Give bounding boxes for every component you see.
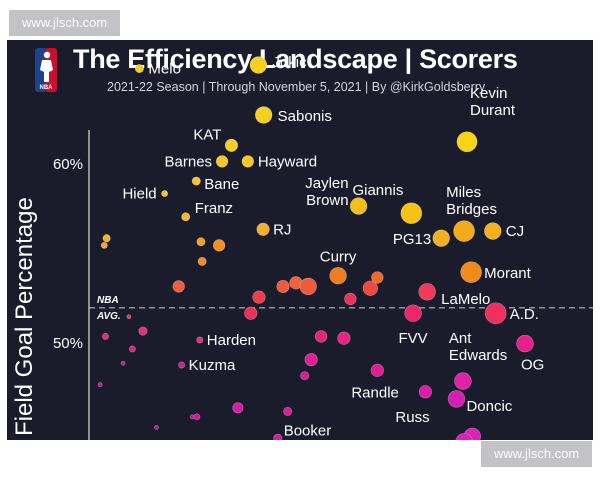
point-label: PG13 (393, 231, 431, 248)
data-point (349, 197, 368, 215)
point-label: FVV (399, 330, 428, 347)
data-point (484, 302, 507, 325)
point-label: Harden (207, 332, 256, 349)
chart-subtitle: 2021-22 Season | Through November 5, 202… (107, 80, 486, 94)
data-point (224, 138, 239, 152)
data-point (178, 361, 186, 369)
point-label: LaMelo (441, 291, 490, 308)
data-point (249, 56, 268, 74)
point-label: Kuzma (189, 357, 236, 374)
watermark-top: www.jlsch.com (9, 10, 121, 36)
data-point (273, 433, 283, 440)
point-label: Jaylen Brown (305, 175, 348, 209)
point-label: Bane (204, 176, 239, 193)
data-point (329, 267, 347, 285)
data-point (484, 222, 502, 240)
data-point (516, 334, 534, 353)
point-label: CJ (506, 223, 524, 240)
data-point (370, 363, 384, 377)
data-point (455, 433, 473, 440)
point-label: Franz (195, 200, 233, 217)
point-label: Kevin Durant (470, 85, 516, 119)
point-label: Randle (351, 384, 399, 401)
data-point (447, 390, 466, 408)
point-label: Ant Edwards (449, 330, 507, 364)
data-point (191, 176, 201, 186)
data-point (404, 304, 422, 322)
data-point (432, 229, 450, 247)
data-point (454, 372, 472, 390)
data-point (172, 280, 185, 293)
data-point (300, 371, 310, 381)
data-point (161, 190, 169, 198)
point-label: Booker (284, 422, 332, 439)
data-point (212, 239, 226, 252)
point-label: Morant (484, 265, 532, 282)
data-point (128, 345, 136, 353)
point-label: Russ (395, 409, 429, 426)
y-tick-label: 50% (53, 335, 83, 352)
point-label: Doncic (466, 398, 512, 415)
point-label: A.D. (510, 306, 539, 323)
data-point (134, 64, 144, 74)
data-point (193, 413, 201, 421)
nba-avg-label: AVG. (96, 311, 121, 322)
point-label: RJ (273, 221, 291, 238)
data-point (456, 131, 478, 153)
scatter-plot: 60% 50% NBA AVG. Melo Jokic Sabonis KAT Barnes Ha… (53, 54, 593, 440)
chart-title: The Efficiency Landscape | Scorers (73, 44, 518, 74)
data-point (196, 336, 204, 344)
data-point (299, 277, 317, 296)
nba-logo: NBA (35, 48, 57, 92)
point-label: Sabonis (278, 108, 332, 125)
data-point (215, 155, 229, 168)
data-point (232, 402, 244, 414)
nba-logo-text: NBA (40, 85, 54, 91)
data-point (453, 220, 475, 242)
data-point (244, 306, 258, 320)
point-label: OG (521, 357, 544, 374)
data-point (181, 212, 191, 222)
point-label: Giannis (352, 182, 403, 199)
data-point (337, 331, 351, 345)
data-point (283, 406, 293, 416)
data-point (138, 326, 148, 336)
data-point (254, 106, 273, 124)
data-point (362, 280, 378, 296)
data-point (100, 241, 108, 249)
data-point (120, 360, 126, 366)
data-point (400, 202, 423, 225)
point-label: KAT (193, 126, 221, 143)
point-label: Melo (148, 61, 181, 78)
point-label: Hayward (258, 153, 317, 170)
data-point (276, 279, 290, 294)
data-point (252, 290, 266, 304)
data-point (241, 155, 255, 168)
nba-avg-label: NBA (97, 295, 119, 306)
data-point (196, 237, 206, 247)
data-point (304, 353, 318, 367)
data-point (418, 385, 433, 399)
point-label: Barnes (165, 153, 213, 170)
data-point (344, 292, 357, 306)
data-point (101, 332, 109, 340)
chart-panel: NBA The Efficiency Landscape | Scorers 2… (7, 40, 593, 440)
watermark-bottom: www.jlsch.com (481, 441, 593, 467)
data-point (314, 330, 328, 343)
data-point (102, 234, 111, 243)
point-label: Miles Bridges (446, 184, 497, 218)
data-point (126, 314, 132, 320)
point-label: Hield (122, 186, 156, 203)
data-point (418, 283, 436, 301)
data-point (97, 382, 103, 388)
point-label: Curry (320, 249, 357, 266)
data-point (197, 256, 207, 266)
y-tick-label: 60% (53, 156, 83, 173)
data-point (371, 271, 384, 284)
point-label: Jokic (272, 54, 307, 71)
data-point (154, 425, 159, 430)
data-point (460, 261, 482, 283)
data-point (256, 222, 270, 236)
